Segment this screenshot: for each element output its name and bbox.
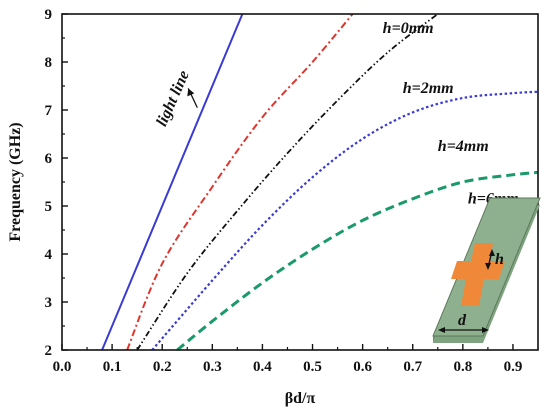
- series-line-h-2mm: [136, 13, 439, 351]
- inset-d-label: d: [458, 312, 467, 329]
- x-tick-label: 0.9: [504, 359, 523, 375]
- annotation-h-2mm: h=2mm: [403, 80, 454, 97]
- x-tick-label: 0.2: [153, 359, 172, 375]
- patch-cross: [451, 243, 505, 306]
- y-tick-label: 8: [45, 55, 53, 71]
- y-tick-label: 2: [45, 343, 53, 359]
- series-line-h-6mm: [176, 170, 539, 352]
- x-axis-label: βd/π: [285, 390, 316, 407]
- x-tick-label: 0.0: [53, 359, 72, 375]
- annotation-h-0mm: h=0mm: [383, 20, 434, 37]
- y-tick-label: 9: [45, 7, 53, 23]
- y-tick-label: 4: [45, 247, 53, 263]
- h-arrowhead-bottom: [485, 263, 491, 270]
- series-line-h-0mm: [126, 13, 354, 351]
- series-layer: [101, 13, 539, 352]
- x-tick-label: 0.3: [203, 359, 222, 375]
- light-line-pointer-head: [187, 88, 195, 97]
- x-tick-label: 0.6: [353, 359, 372, 375]
- y-tick-label: 7: [45, 103, 53, 119]
- y-tick-label: 3: [45, 295, 53, 311]
- ticks-layer: 0.0 0.1 0.2 0.3 0.4 0.5 0.6 0.7 0.8 0.9 2 3 4 5 6 7 8 9: [45, 7, 523, 375]
- series-line-h-4mm: [151, 90, 539, 351]
- x-tick-label: 0.8: [453, 359, 472, 375]
- inset-h-label: h: [495, 251, 504, 268]
- y-tick-label: 6: [45, 151, 53, 167]
- y-tick-label: 5: [45, 199, 53, 215]
- d-arrowhead-left: [438, 327, 445, 333]
- annotation-h-4mm: h=4mm: [438, 138, 489, 155]
- series-line-light-line: [101, 13, 244, 351]
- y-axis-label: Frequency (GHz): [7, 122, 24, 241]
- x-tick-label: 0.7: [403, 359, 422, 375]
- h-arrowhead-top: [489, 249, 495, 256]
- x-tick-label: 0.4: [253, 359, 272, 375]
- x-tick-label: 0.5: [303, 359, 322, 375]
- d-arrowhead-right: [482, 327, 489, 333]
- x-tick-label: 0.1: [103, 359, 122, 375]
- unit-cell-inset: h d: [432, 197, 541, 343]
